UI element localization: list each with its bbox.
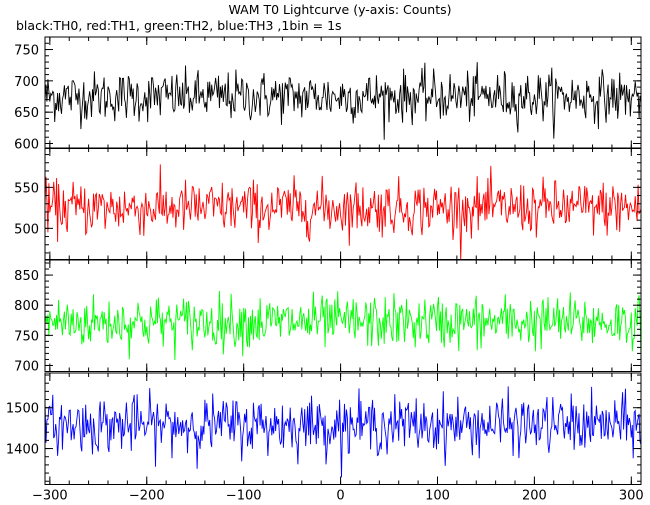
plot-area: 600 650 700 750 500 550 700 750 800 850 1400 1500 −3… [6, 36, 644, 504]
panel-th2: 700 750 800 850 [14, 259, 642, 374]
series-line-th1 [45, 164, 641, 260]
y-tick-label: 700 [14, 359, 39, 374]
panel-th0: 600 650 700 750 [14, 36, 642, 152]
series-line-th2 [45, 290, 641, 361]
y-tick-label: 750 [14, 44, 39, 59]
x-tick-label: 300 [619, 489, 644, 504]
x-tick-label: −100 [226, 489, 262, 504]
chart-title: WAM T0 Lightcurve (y-axis: Counts) [228, 2, 451, 17]
y-tick-label: 650 [14, 106, 39, 121]
y-tick-label: 1400 [6, 443, 39, 458]
panel-frame [44, 259, 642, 372]
x-tick-label: 100 [425, 489, 450, 504]
y-tick-label: 1500 [6, 402, 39, 417]
panel-th1: 500 550 [14, 147, 642, 260]
panel-th3: 1400 1500 −300 −200 −100 0 100 200 300 [6, 372, 644, 504]
y-tick-label: 750 [14, 329, 39, 344]
series-line-th3 [45, 386, 641, 478]
x-tick-label: −200 [129, 489, 165, 504]
y-tick-label: 500 [14, 222, 39, 237]
chart-subtitle: black:TH0, red:TH1, green:TH2, blue:TH3 … [16, 18, 342, 33]
x-tick-label: −300 [32, 489, 68, 504]
y-tick-label: 850 [14, 269, 39, 284]
x-tick-label: 200 [522, 489, 547, 504]
panel-frame [44, 372, 642, 485]
series-line-th0 [45, 62, 641, 140]
y-tick-label: 600 [14, 137, 39, 152]
y-tick-label: 700 [14, 75, 39, 90]
x-tick-label: 0 [336, 489, 344, 504]
y-tick-label: 550 [14, 181, 39, 196]
y-tick-label: 800 [14, 299, 39, 314]
